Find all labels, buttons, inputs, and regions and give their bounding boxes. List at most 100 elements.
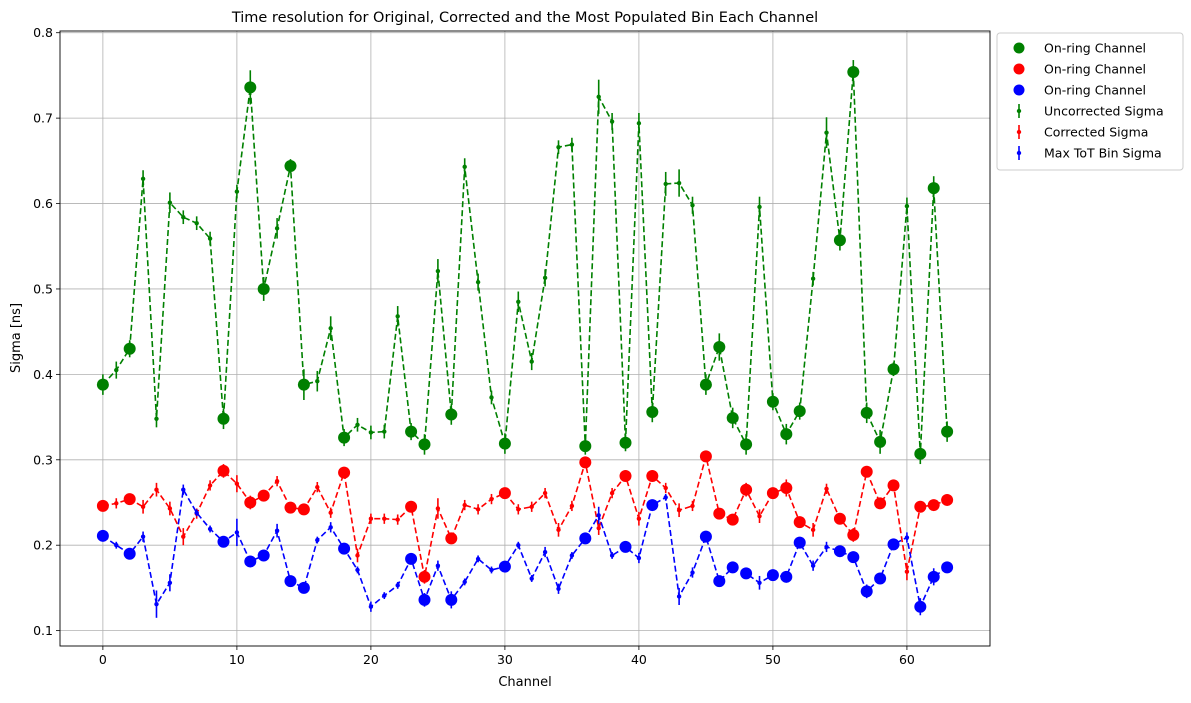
data-point: [824, 130, 829, 135]
data-point: [904, 535, 910, 540]
data-point: [690, 503, 695, 509]
on-ring-marker: [860, 465, 873, 478]
on-ring-marker: [713, 575, 726, 588]
on-ring-marker: [619, 540, 632, 553]
legend-entry: Max ToT Bin Sigma: [1016, 146, 1162, 161]
data-point: [207, 483, 213, 488]
on-ring-marker: [498, 437, 511, 450]
x-tick-label: 20: [363, 652, 379, 667]
on-ring-marker: [297, 378, 310, 391]
data-point: [475, 279, 481, 285]
x-tick-label: 50: [765, 652, 781, 667]
y-tick-label: 0.5: [33, 281, 53, 296]
data-point: [382, 516, 387, 521]
data-point: [114, 543, 119, 548]
data-point: [395, 314, 400, 319]
on-ring-marker: [123, 493, 136, 506]
on-ring-marker: [793, 536, 806, 549]
data-point: [274, 528, 280, 533]
on-ring-marker: [257, 282, 270, 295]
on-ring-marker: [405, 552, 418, 565]
on-ring-marker: [217, 464, 230, 477]
series-layer: [96, 60, 954, 618]
on-ring-marker: [860, 585, 873, 598]
data-point: [462, 579, 467, 585]
legend-marker: [1016, 129, 1022, 135]
series-max-tot-bin-sigma: [96, 484, 954, 618]
series-line: [102, 456, 948, 577]
on-ring-marker: [257, 489, 270, 502]
data-point: [475, 556, 481, 562]
data-point: [395, 583, 400, 588]
data-point: [207, 526, 213, 532]
data-point: [676, 507, 682, 513]
data-point: [596, 525, 601, 531]
data-point: [140, 504, 146, 509]
on-ring-marker: [740, 567, 753, 580]
on-ring-marker: [405, 500, 418, 513]
data-point: [207, 236, 213, 241]
x-tick-label: 30: [497, 652, 513, 667]
on-ring-marker: [699, 530, 712, 543]
on-ring-marker: [887, 479, 900, 492]
x-tick-label: 0: [99, 652, 107, 667]
series-uncorrected-sigma: [96, 60, 954, 465]
legend-marker: [1016, 108, 1022, 114]
on-ring-marker: [887, 363, 900, 376]
on-ring-marker: [833, 545, 846, 558]
data-point: [542, 549, 548, 555]
data-point: [234, 481, 240, 486]
on-ring-marker: [418, 593, 431, 606]
data-point: [516, 507, 521, 512]
on-ring-marker: [123, 342, 136, 355]
y-tick-label: 0.4: [33, 367, 53, 382]
on-ring-marker: [927, 182, 940, 195]
data-point: [355, 553, 360, 558]
legend-frame: [996, 32, 1184, 171]
on-ring-marker: [405, 425, 418, 438]
legend-marker: [1013, 42, 1025, 54]
on-ring-marker: [941, 493, 954, 506]
data-point: [757, 513, 762, 519]
data-point: [194, 510, 199, 515]
data-point: [516, 299, 521, 304]
data-point: [435, 268, 441, 274]
data-point: [368, 516, 374, 521]
data-point: [529, 504, 534, 509]
data-point: [167, 506, 173, 511]
on-ring-marker: [874, 435, 887, 448]
on-ring-marker: [780, 570, 793, 583]
on-ring-marker: [284, 575, 297, 588]
on-ring-marker: [244, 81, 257, 94]
data-point: [663, 181, 668, 187]
data-point: [154, 487, 159, 492]
on-ring-marker: [217, 535, 230, 548]
legend-entry: On-ring Channel: [1013, 83, 1146, 98]
on-ring-marker: [498, 487, 511, 500]
on-ring-marker: [860, 406, 873, 419]
data-point: [810, 563, 816, 568]
data-point: [556, 144, 561, 150]
data-point: [636, 555, 642, 561]
data-point: [569, 142, 575, 147]
data-point: [556, 586, 561, 591]
data-point: [810, 276, 816, 281]
legend-marker: [1016, 150, 1022, 156]
data-point: [395, 517, 400, 522]
on-ring-marker: [914, 600, 927, 613]
data-point: [382, 593, 387, 598]
legend-label: Corrected Sigma: [1044, 125, 1148, 140]
series-line: [102, 71, 948, 454]
on-ring-marker: [726, 411, 739, 424]
data-point: [636, 121, 642, 126]
on-ring-marker: [887, 538, 900, 551]
data-point: [140, 176, 146, 181]
data-point: [542, 275, 548, 281]
data-point: [328, 510, 333, 515]
on-ring-marker: [619, 436, 632, 449]
y-tick-label: 0.7: [33, 111, 53, 126]
on-ring-marker: [780, 481, 793, 494]
data-point: [596, 513, 601, 518]
legend-entry: On-ring Channel: [1013, 41, 1146, 56]
